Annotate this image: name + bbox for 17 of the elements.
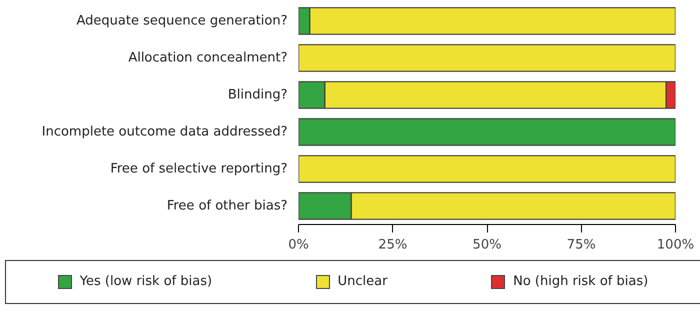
legend-label: Unclear: [338, 272, 388, 291]
y-tick-label: Free of other bias?: [166, 198, 288, 214]
y-tick-label: Blinding?: [228, 88, 288, 102]
x-tick-label: 0%: [288, 238, 309, 252]
x-tick-label: 25%: [378, 238, 408, 252]
x-tick-label: 50%: [472, 238, 502, 252]
legend-label: Yes (low risk of bias): [80, 272, 212, 291]
x-tick-label: 100%: [656, 238, 694, 252]
y-tick-label: Free of selective reporting?: [110, 162, 288, 176]
bar: [298, 44, 676, 72]
x-tick-label: 75%: [566, 238, 596, 252]
bar: [298, 155, 676, 183]
legend-label: No (high risk of bias): [513, 272, 648, 291]
y-tick-label: Adequate sequence generation?: [76, 14, 288, 28]
y-tick-label: Allocation concealment?: [128, 50, 288, 66]
y-tick-label: Incomplete outcome data addressed?: [42, 124, 288, 140]
bar: [298, 118, 676, 146]
